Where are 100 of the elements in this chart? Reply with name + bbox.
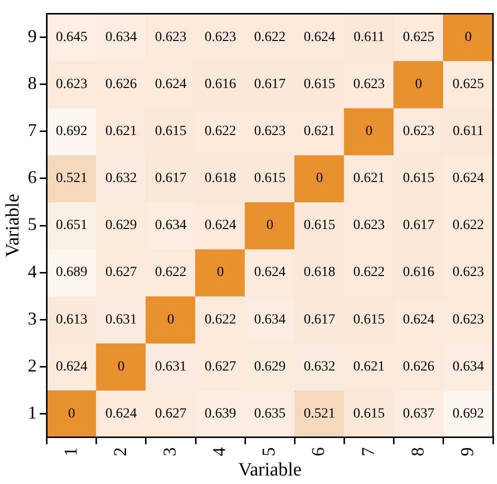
data-label: 0.632: [304, 359, 336, 374]
data-label: 0: [266, 218, 274, 234]
data-label: 0.622: [204, 312, 236, 328]
data-label: 0.631: [105, 312, 137, 328]
data-label: 0.622: [353, 265, 385, 280]
y-tick-label: 6: [28, 167, 37, 188]
data-label: 0: [216, 265, 224, 280]
data-label: 0.624: [402, 312, 434, 328]
data-label: 0.623: [402, 124, 434, 140]
data-label: 0.622: [452, 218, 484, 234]
data-label: 0.615: [353, 312, 385, 328]
data-label: 0.624: [105, 406, 137, 422]
data-label: 0.632: [105, 171, 137, 186]
data-label: 0.621: [353, 359, 385, 374]
data-label: 0.623: [154, 30, 186, 45]
data-label: 0.611: [354, 30, 385, 45]
data-label: 0: [415, 77, 422, 92]
x-tick-label: 4: [209, 447, 230, 456]
data-label: 0.651: [56, 218, 88, 234]
data-label: 0: [68, 406, 76, 422]
data-label: 0.617: [154, 171, 186, 186]
data-label: 0.627: [204, 359, 236, 374]
x-tick-label: 1: [60, 447, 80, 456]
data-label: 0.618: [204, 171, 236, 186]
data-label: 0.615: [304, 77, 336, 92]
data-label: 0.616: [204, 77, 236, 92]
y-tick-label: 5: [28, 214, 37, 234]
data-label: 0.622: [154, 265, 186, 280]
data-label: 0.624: [204, 218, 236, 234]
data-label: 0.629: [254, 359, 286, 374]
y-tick-label: 2: [28, 355, 37, 376]
data-label: 0.689: [56, 265, 88, 280]
data-label: 0.617: [402, 218, 434, 234]
data-label: 0.622: [204, 124, 236, 140]
data-label: 0.521: [56, 171, 88, 186]
x-tick-label: 8: [407, 447, 428, 456]
y-tick-label: 4: [28, 261, 37, 282]
data-label: 0.616: [402, 265, 434, 280]
data-label: 0.629: [105, 218, 137, 234]
x-tick-label: 2: [110, 447, 130, 456]
y-tick-label: 7: [28, 120, 37, 140]
data-label: 0.624: [154, 77, 186, 92]
data-label: 0: [118, 359, 125, 374]
data-label: 0.613: [56, 312, 88, 328]
data-label: 0.621: [353, 171, 385, 186]
data-label: 0.631: [154, 359, 186, 374]
data-label: 0.635: [254, 406, 286, 422]
data-label: 0.645: [56, 30, 88, 45]
data-label: 0.621: [304, 124, 336, 140]
data-label: 0.623: [452, 265, 484, 280]
data-label: 0.627: [154, 406, 186, 422]
data-label: 0.615: [402, 171, 434, 186]
y-tick-label: 1: [28, 402, 37, 422]
x-tick-label: 5: [258, 447, 279, 456]
data-label: 0.634: [254, 312, 286, 328]
data-label: 0.623: [353, 218, 385, 234]
data-label: 0.615: [254, 171, 286, 186]
data-label: 0.625: [452, 77, 484, 92]
data-label: 0.623: [353, 77, 385, 92]
data-label: 0.624: [452, 171, 484, 186]
data-label: 0.626: [402, 359, 434, 374]
data-label: 0.637: [402, 406, 434, 422]
data-label: 0.624: [304, 30, 336, 45]
data-label: 0.626: [105, 77, 137, 92]
data-label: 0.622: [254, 30, 286, 45]
data-label: 0.623: [204, 30, 236, 45]
data-label: 0.634: [452, 359, 484, 374]
x-tick-label: 7: [358, 447, 378, 456]
data-label: 0.615: [304, 218, 336, 234]
data-label: 0: [316, 171, 323, 186]
data-label: 0.617: [304, 312, 336, 328]
data-label: 0.623: [254, 124, 286, 140]
data-label: 0.617: [254, 77, 286, 92]
data-label: 0.627: [105, 265, 137, 280]
data-label: 0.623: [452, 312, 484, 328]
y-tick-label: 3: [28, 308, 37, 328]
y-axis-title: Variable: [2, 194, 24, 258]
data-label: 0.634: [105, 30, 137, 45]
x-tick-label: 3: [159, 447, 180, 456]
data-label: 0.625: [402, 30, 434, 45]
data-label: 0.692: [56, 124, 88, 140]
data-label: 0.634: [154, 218, 186, 234]
data-label: 0.692: [452, 406, 484, 422]
data-label: 0: [366, 124, 373, 140]
y-tick-label: 9: [28, 26, 37, 46]
data-label: 0.624: [254, 265, 286, 280]
x-axis-title: Variable: [238, 460, 302, 481]
data-label: 0.624: [56, 359, 88, 374]
data-label: 0.615: [154, 124, 186, 140]
data-label: 0.618: [304, 265, 336, 280]
data-label: 0.521: [304, 406, 336, 422]
data-label: 0.611: [452, 124, 484, 140]
data-label: 0.621: [105, 124, 137, 140]
data-label: 0.615: [353, 406, 385, 422]
x-tick-label: 6: [308, 447, 328, 456]
data-label: 0: [464, 30, 472, 45]
data-label: 0.639: [204, 406, 236, 422]
y-tick-label: 8: [28, 73, 37, 94]
data-label: 0.623: [56, 77, 88, 92]
data-label: 0: [167, 312, 174, 328]
